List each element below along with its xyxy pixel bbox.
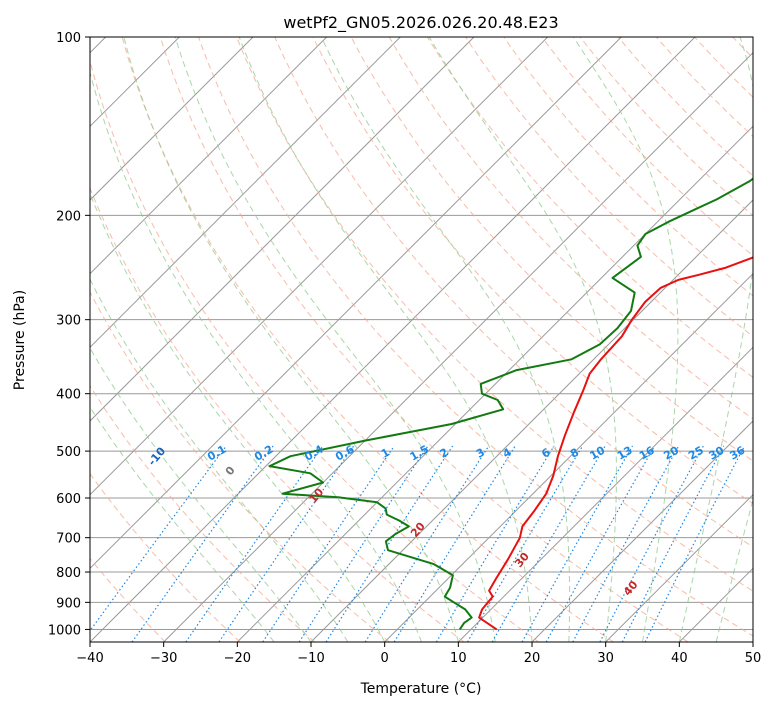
- x-tick-label: −20: [224, 651, 251, 666]
- x-tick-label: −40: [76, 651, 103, 666]
- mixing-ratio-line: [621, 445, 725, 642]
- mixing-ratio-line: [521, 445, 634, 642]
- mixing-ratio-line: [262, 445, 395, 642]
- isotherm-line: [90, 37, 328, 275]
- mixing-ratio-line: [131, 445, 274, 642]
- chart-title: wetPf2_GN05.2026.026.20.48.E23: [283, 13, 558, 33]
- isotherm-line: [163, 51, 753, 642]
- mixing-ratio-line: [364, 445, 490, 642]
- y-tick-label: 200: [56, 209, 81, 224]
- y-tick-label: 600: [56, 492, 81, 507]
- isotherm-line: [605, 493, 753, 642]
- dry-adiabat-line: [90, 384, 316, 642]
- moist-adiabat-line: [90, 406, 275, 642]
- dewpoint-profile-line: [268, 177, 753, 630]
- dry-adiabat-line: [159, 37, 689, 642]
- y-tick-label: 800: [56, 566, 81, 581]
- dry-adiabat-line: [617, 37, 753, 177]
- x-tick-label: 0: [381, 651, 389, 666]
- y-tick-label: 500: [56, 445, 81, 460]
- x-tick-label: 20: [524, 651, 541, 666]
- dry-adiabat-line: [121, 37, 614, 642]
- isotherm-line: [384, 272, 753, 642]
- y-tick-label: 700: [56, 532, 81, 547]
- x-axis-label: Temperature (°C): [360, 681, 482, 697]
- mixing-ratio-line: [466, 445, 584, 642]
- moist-adiabat-line: [320, 37, 571, 642]
- dry-adiabat-line: [198, 37, 753, 637]
- moist-adiabat-line: [428, 37, 617, 642]
- mixing-ratio-line: [218, 445, 355, 642]
- mixing-ratio-line: [298, 445, 429, 642]
- x-tick-label: −10: [297, 651, 324, 666]
- dry-adiabat-line: [90, 186, 465, 642]
- isotherm-line: [90, 37, 549, 496]
- isotherm-line: [236, 125, 753, 642]
- moist-adiabat-line: [715, 497, 753, 642]
- moist-adiabat-line: [90, 347, 312, 642]
- x-tick-label: 40: [671, 651, 688, 666]
- isotherm-line: [531, 420, 753, 642]
- temperature-profile-line: [478, 256, 753, 631]
- isotherm-line: [90, 37, 401, 349]
- x-tick-label: 50: [745, 651, 762, 666]
- isotherm-line: [90, 37, 622, 570]
- moist-adiabat-line: [174, 37, 496, 642]
- y-tick-label: 900: [56, 596, 81, 611]
- y-tick-label: 300: [56, 314, 81, 329]
- mixing-ratio-line: [435, 445, 555, 642]
- y-tick-label: 400: [56, 388, 81, 403]
- moist-adiabat-line: [678, 37, 753, 642]
- isotherm-line: [457, 346, 753, 642]
- x-tick-label: −30: [150, 651, 177, 666]
- plot-frame: [89, 36, 754, 643]
- moist-adiabat-line: [90, 70, 422, 642]
- x-tick-label: 10: [450, 651, 467, 666]
- dry-adiabat-line: [274, 37, 753, 548]
- moist-adiabat-line: [90, 278, 349, 642]
- y-tick-label: 1000: [48, 623, 81, 638]
- moist-adiabat-line: [123, 37, 459, 642]
- dry-adiabat-line: [90, 59, 540, 642]
- dry-adiabat-line: [503, 37, 753, 297]
- mixing-ratio-line: [393, 445, 516, 642]
- dry-adiabat-line: [236, 37, 753, 592]
- y-tick-label: 100: [56, 31, 81, 46]
- dry-adiabat-line: [426, 37, 753, 378]
- dry-adiabat-line: [312, 37, 753, 505]
- isotherm-line: [90, 37, 254, 201]
- dry-adiabat-line: [388, 37, 753, 420]
- y-axis-label: Pressure (hPa): [12, 290, 28, 390]
- isotherm-line: [310, 199, 753, 642]
- mixing-ratio-line: [644, 445, 746, 642]
- moist-adiabat-line: [90, 192, 386, 642]
- x-tick-label: 30: [597, 651, 614, 666]
- dry-adiabat-line: [90, 291, 390, 642]
- moist-adiabat-line: [238, 37, 533, 642]
- mixing-ratio-line: [545, 445, 656, 642]
- isotherm-line: [90, 37, 475, 422]
- mixing-ratio-line: [325, 445, 454, 642]
